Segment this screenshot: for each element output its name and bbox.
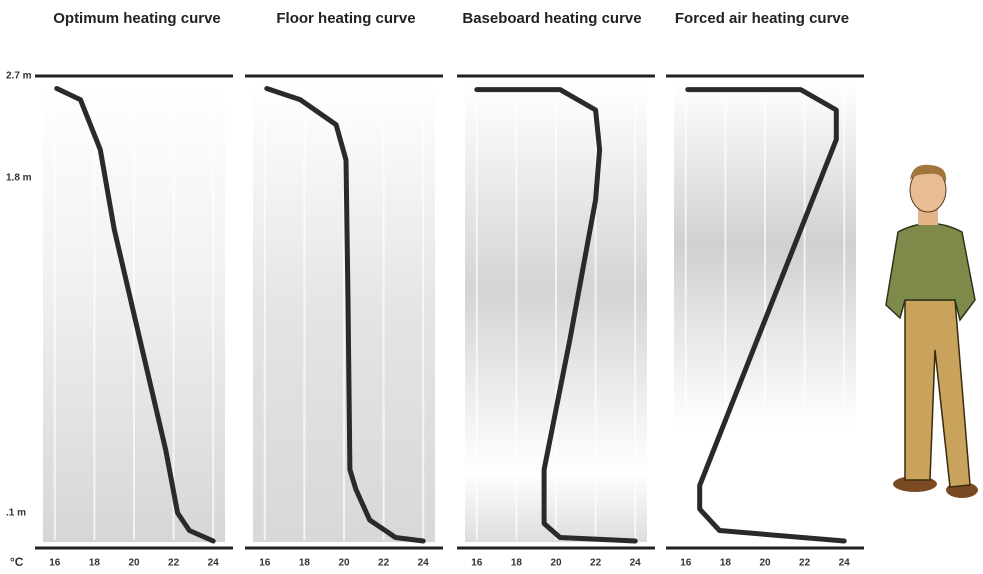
x-tick-label: 20 [338, 558, 350, 569]
x-tick-label: 24 [630, 558, 642, 569]
chart-title: Optimum heating curve [53, 10, 221, 27]
heating-curve [264, 86, 426, 544]
x-tick-label: 24 [208, 558, 220, 569]
x-tick-label: 20 [128, 558, 140, 569]
x-tick-label: 24 [839, 558, 851, 569]
x-tick-label: 20 [759, 558, 771, 569]
x-tick-label: 16 [49, 558, 61, 569]
heating-curve [685, 87, 847, 544]
y-tick-label: .1 m [6, 508, 26, 519]
x-tick-label: 20 [550, 558, 562, 569]
x-tick-label: 22 [590, 558, 602, 569]
chart-title: Floor heating curve [276, 10, 416, 27]
x-tick-label: 18 [299, 558, 311, 569]
person-illustration [885, 164, 978, 498]
x-tick-label: 16 [680, 558, 692, 569]
x-tick-label: 16 [471, 558, 483, 569]
x-tick-label: 22 [799, 558, 811, 569]
heating-curve [54, 86, 216, 544]
x-tick-label: 22 [378, 558, 390, 569]
y-tick-label: 2.7 m [6, 71, 32, 82]
x-tick-label: 18 [89, 558, 101, 569]
chart-title: Forced air heating curve [674, 10, 850, 27]
x-tick-label: 18 [720, 558, 732, 569]
x-tick-label: 16 [259, 558, 271, 569]
x-tick-label: 22 [168, 558, 180, 569]
y-tick-label: 1.8 m [6, 173, 32, 184]
chart-title: Baseboard heating curve [462, 10, 642, 27]
x-axis-label: °C [10, 555, 24, 569]
x-tick-label: 24 [418, 558, 430, 569]
x-tick-label: 18 [511, 558, 523, 569]
heating-curve [474, 87, 638, 544]
